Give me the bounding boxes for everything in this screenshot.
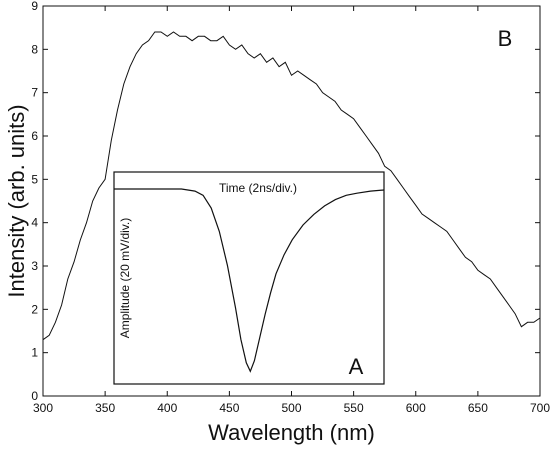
- x-tick-label: 500: [281, 401, 301, 415]
- inset-y-label: Amplitude (20 mV/div.): [118, 218, 132, 339]
- x-tick-label: 550: [344, 401, 364, 415]
- x-axis-label: Wavelength (nm): [208, 420, 375, 445]
- inset-frame: [113, 171, 385, 385]
- inset-x-label: Time (2ns/div.): [219, 181, 297, 195]
- panel-label-b: B: [498, 26, 513, 51]
- x-tick-label: 300: [33, 401, 53, 415]
- y-tick-label: 4: [31, 216, 38, 230]
- y-tick-label: 8: [31, 42, 38, 56]
- x-tick-label: 600: [406, 401, 426, 415]
- y-tick-label: 1: [31, 346, 38, 360]
- x-tick-label: 350: [95, 401, 115, 415]
- panel-label-a: A: [349, 354, 364, 379]
- pulse-line: [114, 188, 385, 373]
- spectrum-line: [42, 31, 541, 341]
- x-tick-label: 400: [157, 401, 177, 415]
- x-tick-label: 450: [219, 401, 239, 415]
- y-tick-label: 3: [31, 259, 38, 273]
- x-tick-label: 650: [468, 401, 488, 415]
- y-tick-label: 2: [31, 302, 38, 316]
- y-tick-label: 0: [31, 389, 38, 403]
- y-tick-label: 9: [31, 0, 38, 13]
- y-tick-label: 5: [31, 172, 38, 186]
- y-tick-label: 6: [31, 129, 38, 143]
- x-tick-label: 700: [530, 401, 550, 415]
- y-axis-label: Intensity (arb. units): [4, 104, 29, 297]
- y-tick-label: 7: [31, 86, 38, 100]
- main-plot: 300 350 400 450 500 550 600 650 700 0 1 2 3 4 5 6 7 8 9 Wav…: [4, 0, 550, 445]
- inset-plot: Time (2ns/div.) Amplitude (20 mV/div.) A: [113, 171, 385, 385]
